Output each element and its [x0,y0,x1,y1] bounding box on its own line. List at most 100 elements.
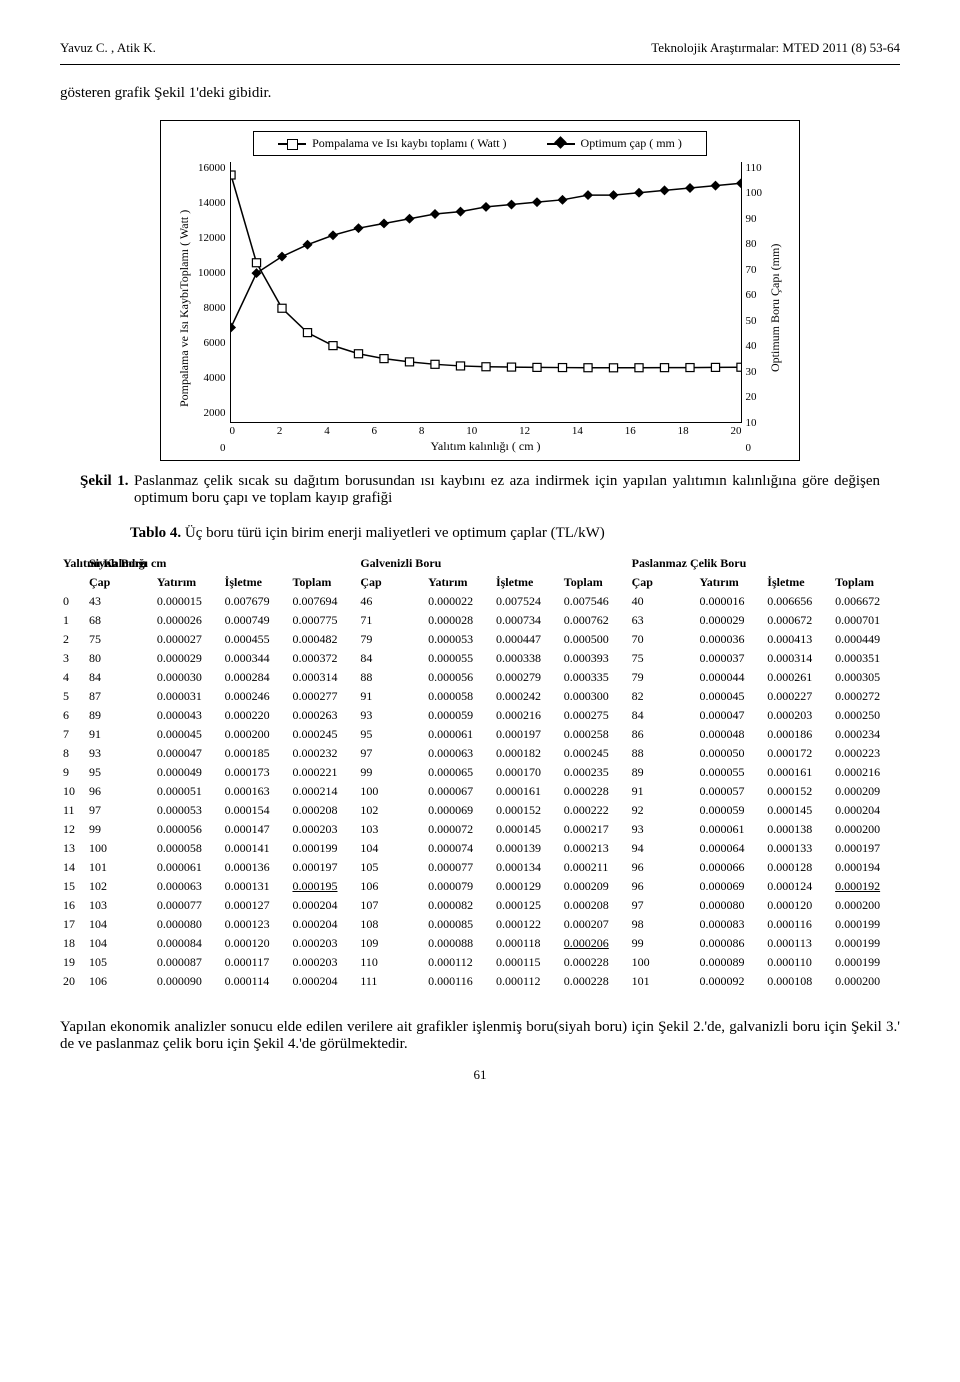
table-cell: 0.000701 [832,611,900,630]
table-column-header: Yatırım [696,573,764,592]
table-cell: 0.000152 [493,801,561,820]
table-cell: 2 [60,630,86,649]
table-cell: 0.000234 [832,725,900,744]
y-axis-right-label: Optimum Boru Çapı (mm) [766,162,785,454]
table-cell: 97 [357,744,425,763]
table-row: 161030.0000770.0001270.0002041070.000082… [60,896,900,915]
table-cell: 98 [629,915,697,934]
table-cell: 0.000051 [154,782,222,801]
table-cell: 91 [629,782,697,801]
table-row: 9950.0000490.0001730.000221990.0000650.0… [60,763,900,782]
table-cell: 0.000221 [289,763,357,782]
table-cell: 84 [357,649,425,668]
table-cell: 0.000214 [289,782,357,801]
table-cell: 0.000147 [222,820,290,839]
table-cell: 0.000055 [696,763,764,782]
table-row: 151020.0000630.0001310.0001951060.000079… [60,877,900,896]
y-right-tick: 30 [746,366,757,378]
table-cell: 0.000128 [764,858,832,877]
table-cell: 80 [86,649,154,668]
y-axis-right-ticks: 1101009080706050403020100 [742,162,767,454]
table-cell: 79 [357,630,425,649]
table-cell: 0.000061 [425,725,493,744]
table-cell: 0.000016 [696,592,764,611]
table-cell: 13 [60,839,86,858]
table-cell: 99 [629,934,697,953]
table-cell: 0.000120 [222,934,290,953]
table-cell: 9 [60,763,86,782]
table-row: 5870.0000310.0002460.000277910.0000580.0… [60,687,900,706]
table-cell: 89 [629,763,697,782]
table-cell: 0.000072 [425,820,493,839]
table-column-header: İşletme [222,573,290,592]
table-cell: 0.000163 [222,782,290,801]
y-left-tick: 4000 [204,372,226,384]
table-column-header: Toplam [832,573,900,592]
y-left-tick: 14000 [198,197,226,209]
table-row: 171040.0000800.0001230.0002041080.000085… [60,915,900,934]
table-cell: 0.000145 [764,801,832,820]
table-row: 7910.0000450.0002000.000245950.0000610.0… [60,725,900,744]
table-cell: 0.000246 [222,687,290,706]
table-cell: 0.000209 [561,877,629,896]
table-cell: 0.000090 [154,972,222,991]
table-row: 4840.0000300.0002840.000314880.0000560.0… [60,668,900,687]
table-row: 11970.0000530.0001540.0002081020.0000690… [60,801,900,820]
table-cell: 0.000064 [696,839,764,858]
header-rule [60,64,900,65]
table-cell: 0.000088 [425,934,493,953]
table-cell: 0.006656 [764,592,832,611]
y-right-tick: 20 [746,391,757,403]
table-cell: 94 [629,839,697,858]
table-cell: 0.000197 [832,839,900,858]
table-cell: 95 [357,725,425,744]
table-cell: 0.000197 [289,858,357,877]
table-cell: 104 [86,915,154,934]
table-cell: 0.000351 [832,649,900,668]
table-cell: 19 [60,953,86,972]
table-cell: 0.000762 [561,611,629,630]
table-cell: 0.000059 [425,706,493,725]
table-cell: 0.000204 [289,972,357,991]
table-cell: 111 [357,972,425,991]
legend-marker-square-icon [278,138,306,150]
table-cell: 0.000085 [425,915,493,934]
table-cell: 40 [629,592,697,611]
table-cell: 106 [86,972,154,991]
table-cell: 0.000048 [696,725,764,744]
table-cell: 96 [629,858,697,877]
table-cell: 16 [60,896,86,915]
table-cell: 0.000447 [493,630,561,649]
table-cell: 0.000067 [425,782,493,801]
legend-series-cap: Optimum çap ( mm ) [547,136,682,151]
table-cell: 0.000043 [154,706,222,725]
col-group-galvenizli: Galvenizli Boru [357,554,628,573]
table-row: 3800.0000290.0003440.000372840.0000550.0… [60,649,900,668]
table-cell: 0.000030 [154,668,222,687]
table-cell: 0.000228 [561,972,629,991]
table-cell: 0.000058 [425,687,493,706]
table-cell: 0.000182 [493,744,561,763]
x-tick: 20 [730,425,741,437]
table-cell: 0.000173 [222,763,290,782]
table-cell: 0.000335 [561,668,629,687]
table-cell: 0.000118 [493,934,561,953]
table-cell: 0.000482 [289,630,357,649]
table-cell: 0.000200 [832,896,900,915]
y-left-tick: 2000 [204,407,226,419]
table-cell: 82 [629,687,697,706]
table-cell: 0.000186 [764,725,832,744]
table-cell: 0.000449 [832,630,900,649]
table-cell: 0.000028 [425,611,493,630]
table-cell: 0.000049 [154,763,222,782]
x-tick: 8 [419,425,425,437]
table-cell: 0.000139 [493,839,561,858]
table-cell: 0.000204 [289,915,357,934]
table-cell: 0.000045 [696,687,764,706]
table-cell: 0.000077 [154,896,222,915]
table-cell: 0.000245 [561,744,629,763]
table-cell: 0.000138 [764,820,832,839]
table-cell: 0.000086 [696,934,764,953]
table-cell: 110 [357,953,425,972]
table-cell: 0.000192 [832,877,900,896]
